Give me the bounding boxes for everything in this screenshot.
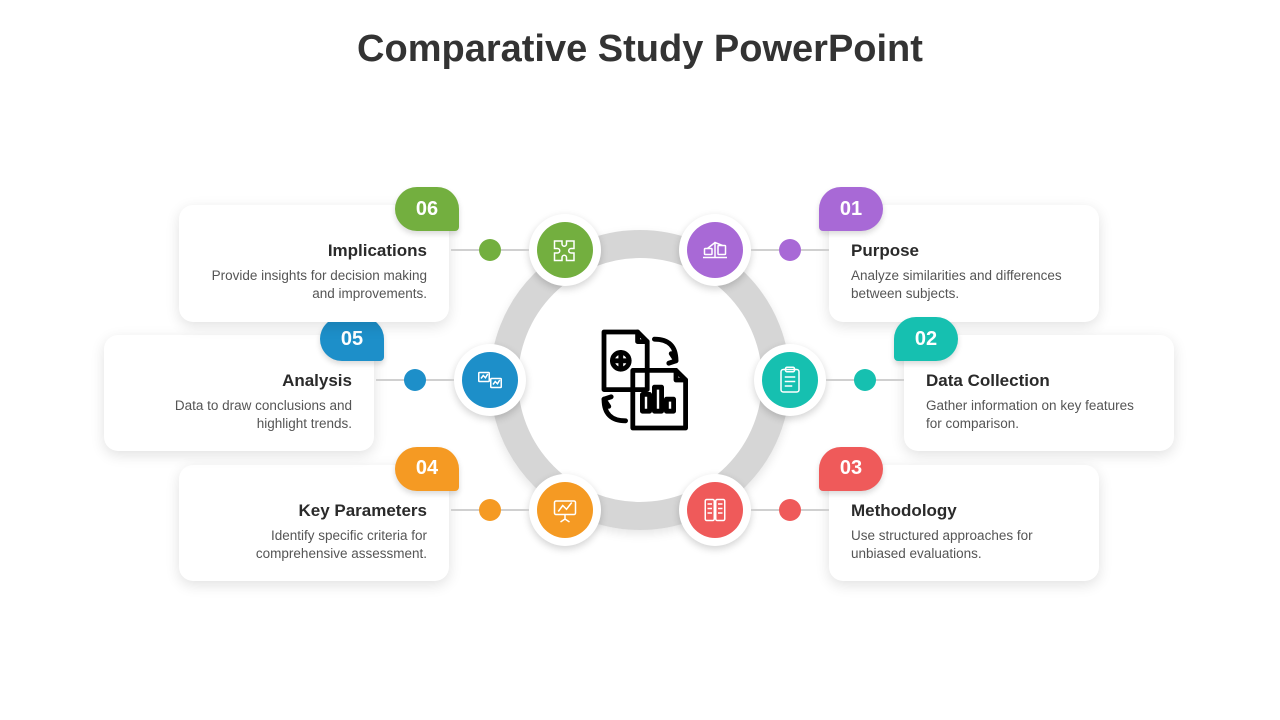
connector-line (826, 379, 854, 381)
connector-line (751, 249, 779, 251)
connector-dot (854, 369, 876, 391)
connector-line (426, 379, 454, 381)
card-desc: Identify specific criteria for comprehen… (201, 527, 427, 563)
card-key-parameters: 04Key ParametersIdentify specific criter… (179, 465, 449, 581)
connector-line (801, 249, 829, 251)
card-implications: 06ImplicationsProvide insights for decis… (179, 205, 449, 321)
puzzle-icon (537, 222, 593, 278)
clipboard-icon (762, 352, 818, 408)
connector-dot (404, 369, 426, 391)
card-desc: Use structured approaches for unbiased e… (851, 527, 1077, 563)
node-data-collection (754, 344, 826, 416)
card-title: Implications (201, 241, 427, 261)
card-data-collection: 02Data CollectionGather information on k… (904, 335, 1174, 451)
documents-compare-icon (580, 320, 700, 440)
card-desc: Analyze similarities and differences bet… (851, 267, 1077, 303)
card-title: Purpose (851, 241, 1077, 261)
number-badge: 03 (819, 447, 883, 491)
number-badge: 06 (395, 187, 459, 231)
center-hub (540, 280, 740, 480)
card-analysis: 05AnalysisData to draw conclusions and h… (104, 335, 374, 451)
card-desc: Gather information on key features for c… (926, 397, 1152, 433)
connector-line (451, 249, 479, 251)
diagram-stage: 01 Purpose Analyze similarities and differ… (0, 100, 1280, 700)
presentation-icon (537, 482, 593, 538)
connector-line (501, 249, 529, 251)
card-title: Data Collection (926, 371, 1152, 391)
number-badge: 01 (819, 187, 883, 231)
card-title: Key Parameters (201, 501, 427, 521)
node-analysis (454, 344, 526, 416)
connector-dot (779, 499, 801, 521)
charts-icon (462, 352, 518, 408)
node-methodology (679, 474, 751, 546)
node-implications (529, 214, 601, 286)
card-purpose: 01PurposeAnalyze similarities and differ… (829, 205, 1099, 321)
notebook-icon (687, 482, 743, 538)
card-desc: Provide insights for decision making and… (201, 267, 427, 303)
connector-dot (779, 239, 801, 261)
number-badge: 04 (395, 447, 459, 491)
card-title: Analysis (126, 371, 352, 391)
connector-dot (479, 239, 501, 261)
node-purpose (679, 214, 751, 286)
connector-line (451, 509, 479, 511)
balance-icon (687, 222, 743, 278)
connector-dot (479, 499, 501, 521)
number-badge: 02 (894, 317, 958, 361)
connector-line (751, 509, 779, 511)
card-title: Methodology (851, 501, 1077, 521)
card-desc: Data to draw conclusions and highlight t… (126, 397, 352, 433)
card-methodology: 03MethodologyUse structured approaches f… (829, 465, 1099, 581)
connector-line (876, 379, 904, 381)
connector-line (801, 509, 829, 511)
page-title: Comparative Study PowerPoint (0, 28, 1280, 71)
connector-line (501, 509, 529, 511)
connector-line (376, 379, 404, 381)
node-key-parameters (529, 474, 601, 546)
number-badge: 05 (320, 317, 384, 361)
